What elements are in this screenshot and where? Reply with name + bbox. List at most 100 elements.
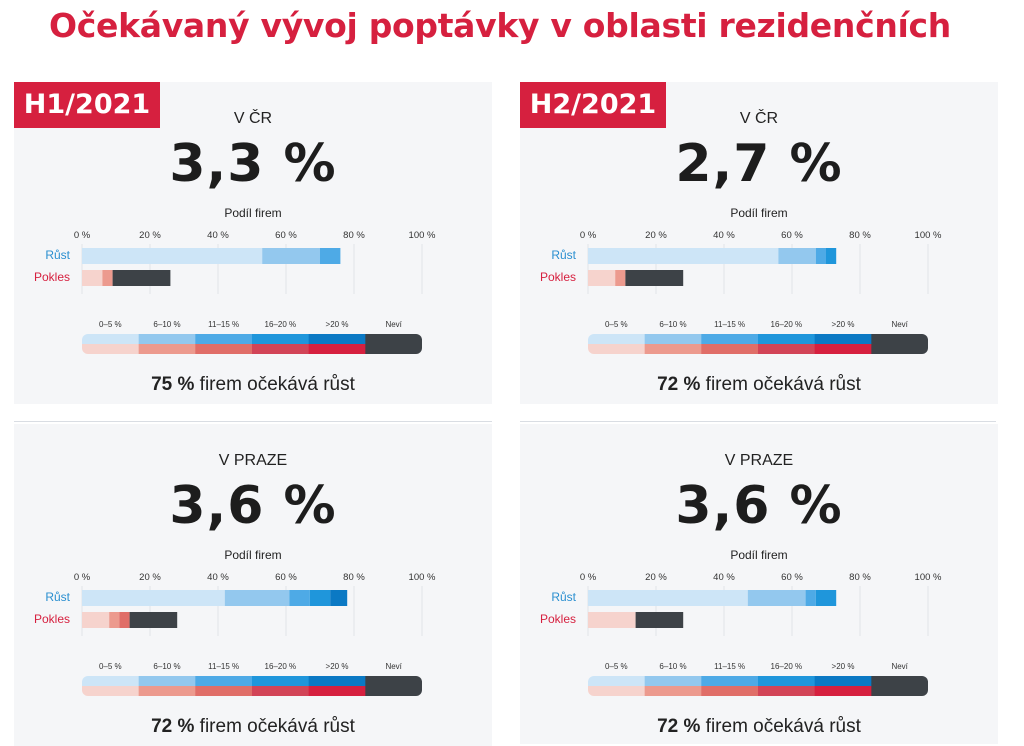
bar-segment [82, 590, 225, 606]
legend-swatch-decline [588, 686, 646, 696]
summary-label: firem očekává růst [199, 374, 355, 395]
legend-swatch-growth [701, 334, 759, 344]
legend-swatch-growth [82, 676, 140, 686]
panel-divider-right [520, 421, 996, 422]
location-label: V ČR [233, 110, 273, 127]
category-label: Růst [551, 248, 576, 262]
bar-segment [309, 590, 331, 606]
legend-swatch-growth [758, 676, 816, 686]
legend-swatch-growth [308, 334, 366, 344]
x-tick-label: 100 % [409, 572, 436, 583]
legend-swatch-decline [195, 686, 253, 696]
x-tick-label: 20 % [645, 572, 667, 583]
legend-label: 0–5 % [99, 662, 122, 671]
summary-label: firem očekává růst [705, 716, 861, 737]
legend-swatch-growth [588, 676, 646, 686]
legend-swatch-growth [644, 676, 702, 686]
bar-segment [815, 248, 826, 264]
legend-label: 0–5 % [99, 320, 122, 329]
legend-label: Neví [891, 662, 908, 671]
category-label: Pokles [34, 612, 70, 626]
legend-swatch-decline [138, 686, 196, 696]
legend-label: 11–15 % [208, 662, 239, 671]
legend-label: 0–5 % [605, 662, 628, 671]
headline-value: 3,6 % [169, 476, 337, 536]
headline-value: 3,3 % [169, 134, 337, 194]
legend-scale [82, 334, 422, 354]
legend-swatch-growth [252, 676, 310, 686]
legend-swatch-decline [308, 344, 366, 354]
axis-title: Podíl firem [224, 206, 282, 220]
bar-segment [330, 590, 348, 606]
legend-scale [588, 334, 928, 354]
legend-swatch-decline [82, 686, 140, 696]
category-label: Růst [551, 590, 576, 604]
legend-swatch-growth [644, 334, 702, 344]
legend-label: 0–5 % [605, 320, 628, 329]
legend-swatch-decline [644, 686, 702, 696]
axis-title: Podíl firem [730, 206, 788, 220]
legend-swatch-growth [308, 676, 366, 686]
bar-segment [82, 270, 103, 286]
bar-segment [112, 270, 171, 286]
legend-swatch-growth [195, 334, 253, 344]
x-tick-label: 80 % [849, 572, 871, 583]
bar-segment [119, 612, 130, 628]
legend-swatch-growth [138, 676, 196, 686]
headline-value: 3,6 % [675, 476, 843, 536]
x-tick-label: 40 % [713, 230, 735, 241]
legend-swatch-decline [252, 686, 310, 696]
legend-swatch-decline [588, 344, 646, 354]
bar-segment [778, 248, 816, 264]
stacked-bar-chart: 0 % 20 % 40 % 60 % 80 % 100 % Růst Pokles 0–5 % 6… [34, 230, 436, 354]
bar-segment [588, 612, 636, 628]
category-label: Pokles [540, 270, 576, 284]
legend-scale [82, 676, 422, 696]
legend-swatch-decline [82, 344, 140, 354]
bar-segment [320, 248, 341, 264]
legend-label: Neví [385, 320, 402, 329]
summary-label: firem očekává růst [705, 374, 861, 395]
legend-label: 6–10 % [153, 662, 180, 671]
x-tick-label: 60 % [781, 572, 803, 583]
summary-text: 72 % firem očekává růst [520, 716, 998, 738]
x-tick-label: 0 % [74, 230, 91, 241]
x-tick-label: 20 % [139, 230, 161, 241]
legend-swatch-growth [758, 334, 816, 344]
panel-divider-left [14, 421, 492, 422]
legend-swatch [871, 676, 928, 696]
panel-h1-praha: V PRAZE 3,6 % Podíl firem 0 % 20 % 40 % 60 … [14, 424, 492, 746]
summary-value: 75 % [151, 374, 195, 395]
legend-label: 11–15 % [714, 662, 745, 671]
bar-segment [815, 590, 837, 606]
legend-label: >20 % [326, 662, 349, 671]
legend-swatch [365, 676, 422, 696]
bar-segment [635, 612, 684, 628]
x-tick-label: 100 % [915, 230, 942, 241]
bar-segment [747, 590, 806, 606]
stacked-bar-chart: 0 % 20 % 40 % 60 % 80 % 100 % Růst Pokles 0–5 % 6… [540, 572, 942, 696]
x-tick-label: 40 % [207, 572, 229, 583]
legend-swatch-decline [814, 344, 872, 354]
legend-swatch [871, 334, 928, 354]
x-tick-label: 100 % [409, 230, 436, 241]
legend-swatch-growth [252, 334, 310, 344]
x-tick-label: 20 % [645, 230, 667, 241]
legend-swatch-growth [82, 334, 140, 344]
bar-segment [109, 612, 120, 628]
stacked-bar-chart: 0 % 20 % 40 % 60 % 80 % 100 % Růst Pokles 0–5 % 6… [540, 230, 942, 354]
legend-label: 16–20 % [771, 320, 803, 329]
summary-text: 72 % firem očekává růst [520, 374, 998, 396]
location-label: V PRAZE [218, 452, 288, 469]
summary-text: 75 % firem očekává růst [14, 374, 492, 396]
legend-label: >20 % [326, 320, 349, 329]
legend-swatch-decline [758, 344, 816, 354]
legend-label: >20 % [832, 662, 855, 671]
bar-segment [826, 248, 837, 264]
x-tick-label: 0 % [580, 572, 597, 583]
legend-label: 16–20 % [771, 662, 803, 671]
x-tick-label: 60 % [781, 230, 803, 241]
bar-segment [224, 590, 290, 606]
x-tick-label: 20 % [139, 572, 161, 583]
bar-segment [615, 270, 626, 286]
